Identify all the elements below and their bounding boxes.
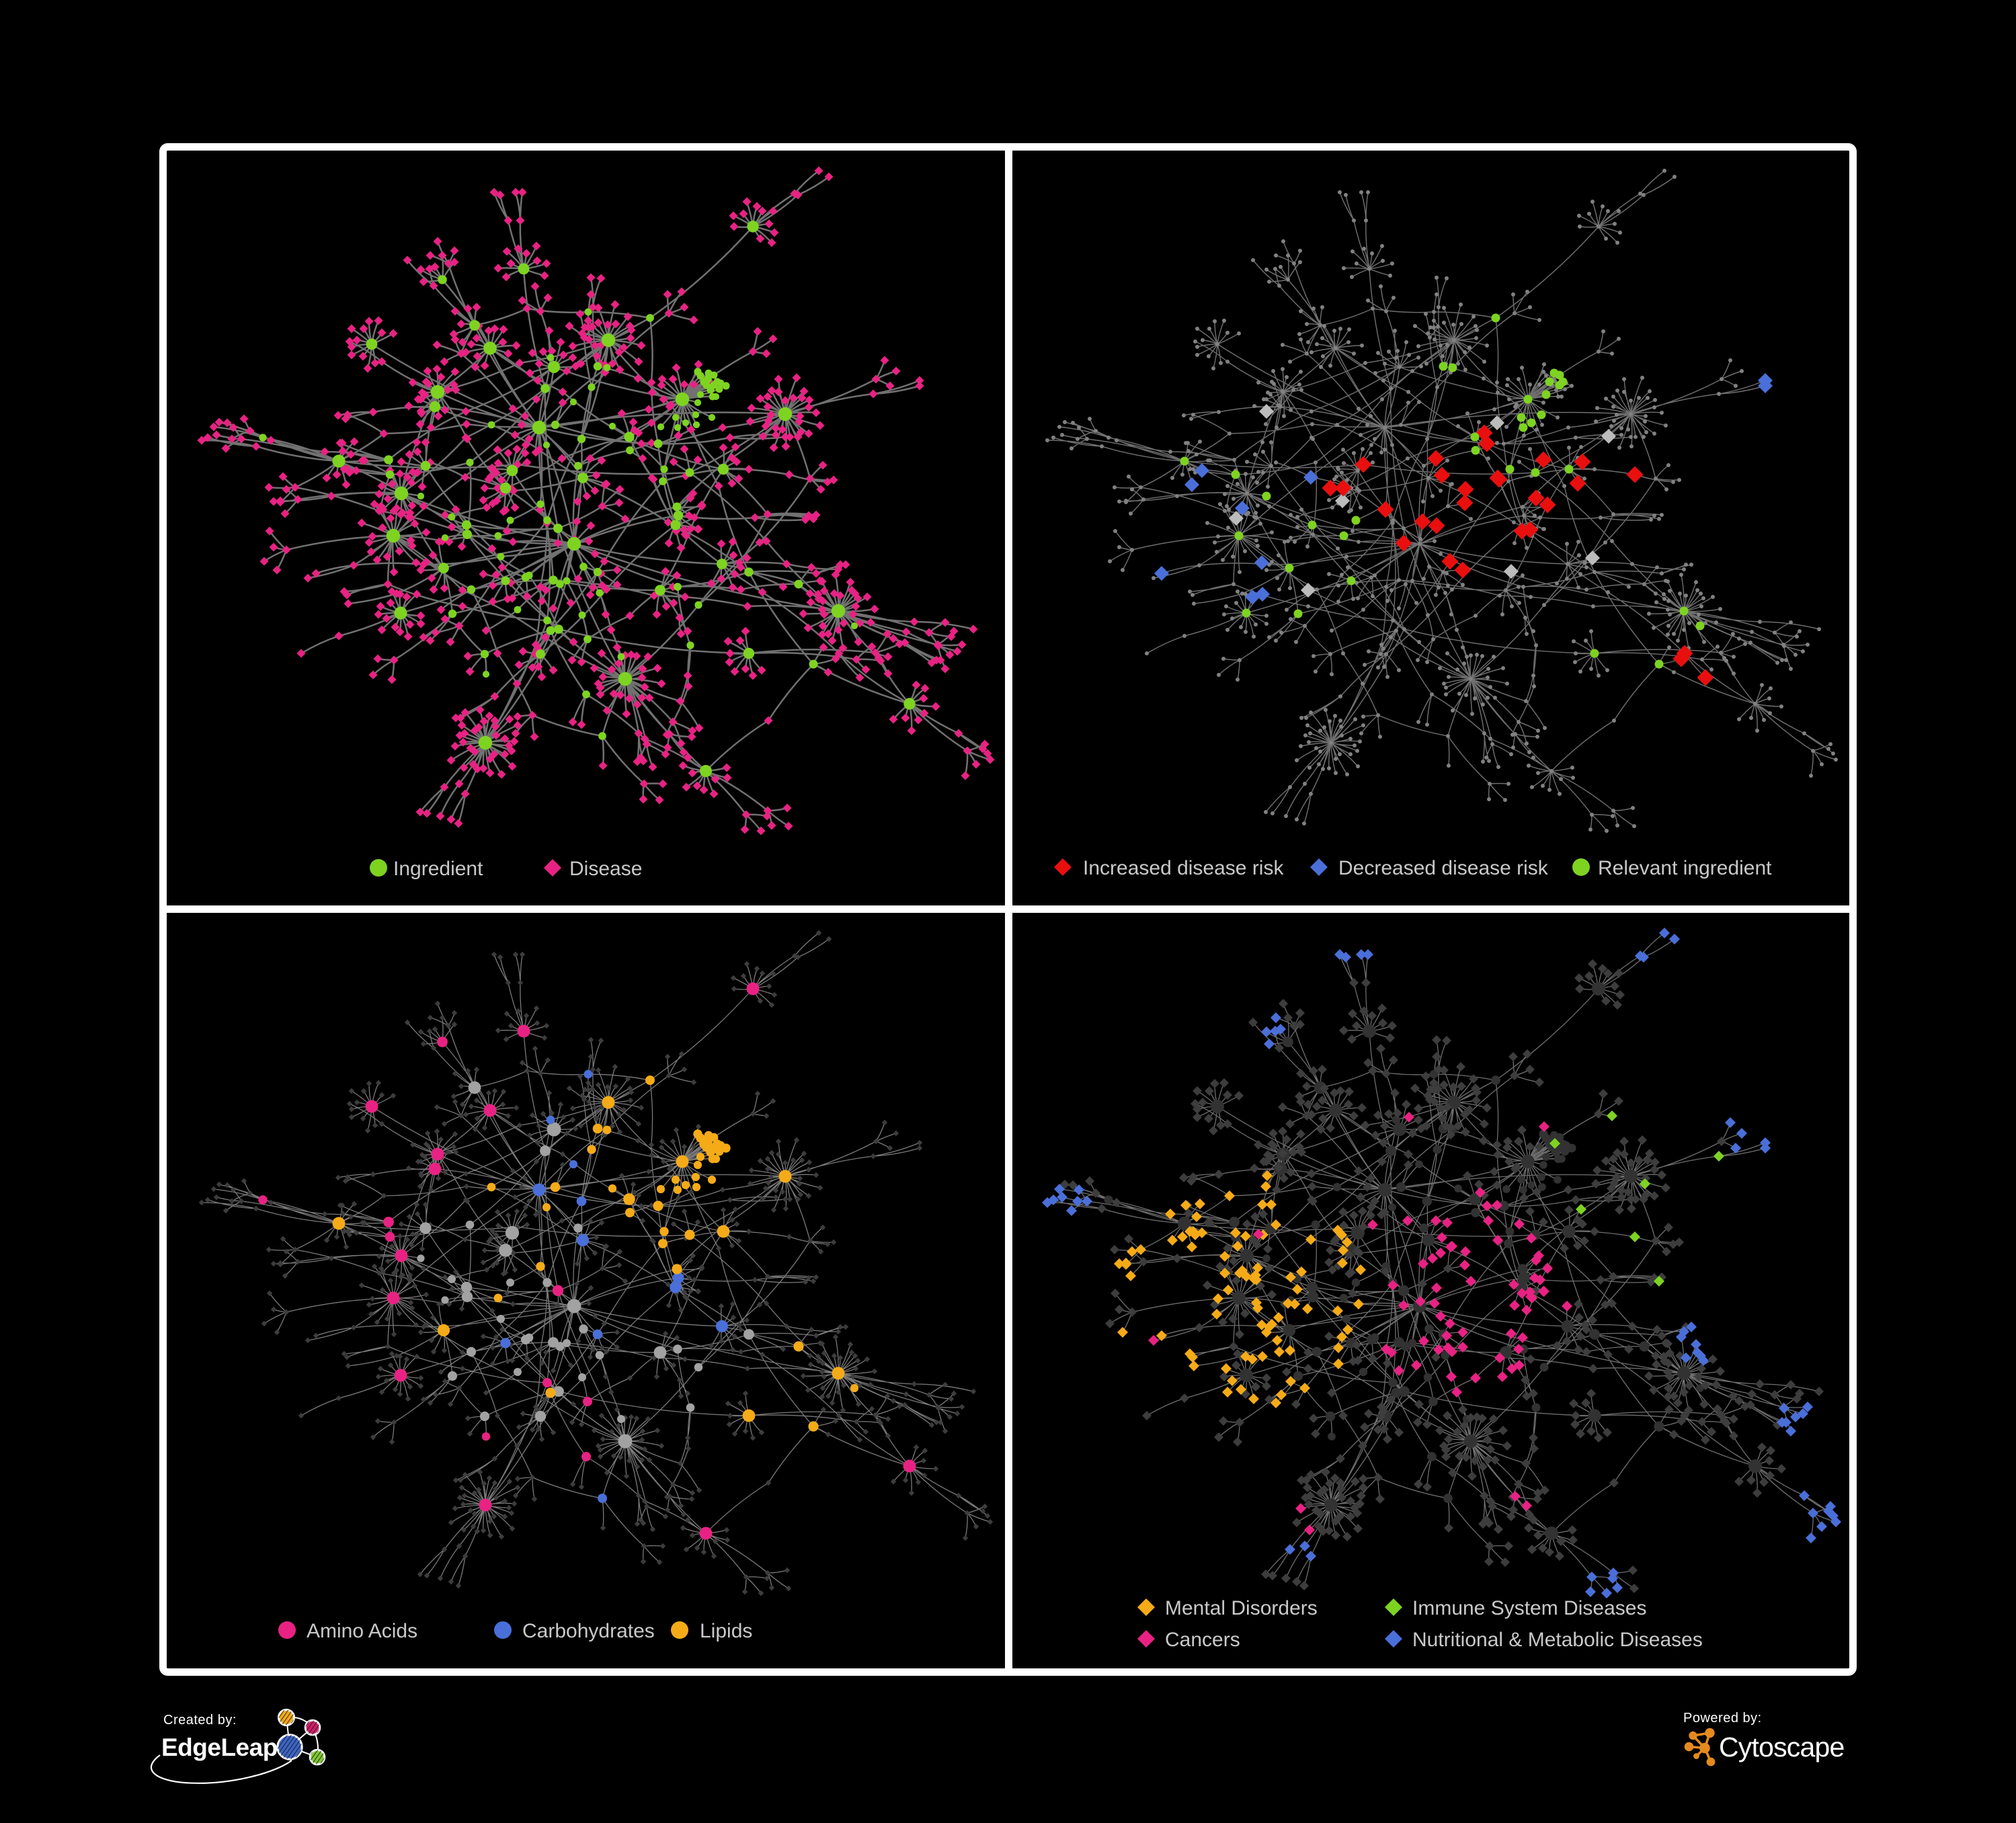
svg-text:Mental Disorders: Mental Disorders	[1165, 1597, 1318, 1619]
svg-text:Relevant ingredient: Relevant ingredient	[1598, 857, 1772, 879]
svg-text:Cytoscape: Cytoscape	[1719, 1732, 1845, 1763]
svg-text:Immune System Diseases: Immune System Diseases	[1412, 1597, 1646, 1619]
svg-text:Amino Acids: Amino Acids	[307, 1620, 417, 1642]
svg-text:Disease: Disease	[569, 858, 642, 880]
svg-text:Created by:: Created by:	[163, 1713, 237, 1728]
svg-text:Lipids: Lipids	[700, 1620, 752, 1642]
svg-text:Decreased disease risk: Decreased disease risk	[1338, 857, 1549, 879]
svg-text:Ingredient: Ingredient	[393, 858, 483, 880]
svg-text:Increased disease risk: Increased disease risk	[1083, 857, 1284, 879]
svg-text:Carbohydrates: Carbohydrates	[522, 1620, 655, 1642]
svg-text:Cancers: Cancers	[1165, 1629, 1240, 1651]
svg-text:Nutritional & Metabolic Diseas: Nutritional & Metabolic Diseases	[1412, 1629, 1703, 1651]
svg-text:Powered by:: Powered by:	[1683, 1711, 1762, 1726]
svg-text:EdgeLeap: EdgeLeap	[161, 1734, 278, 1761]
